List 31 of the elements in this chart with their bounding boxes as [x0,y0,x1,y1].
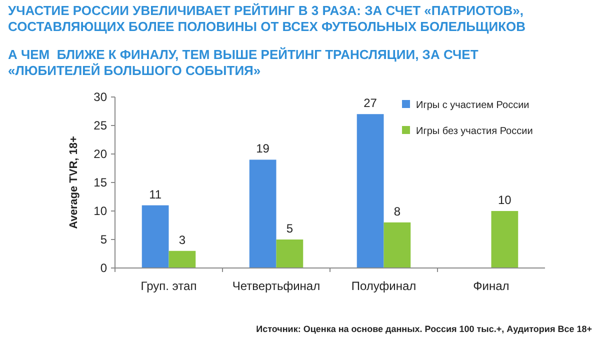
bar [491,211,518,268]
data-label: 11 [149,187,162,202]
data-label: 19 [256,142,270,156]
data-label: 10 [498,193,512,207]
data-label: 27 [364,96,378,110]
bar [384,222,411,268]
y-tick-label: 25 [94,118,108,132]
bar [142,205,169,268]
data-label: 3 [178,232,186,247]
y-tick-label: 0 [100,261,108,275]
x-tick-label: Финал [473,279,510,293]
y-tick-label: 30 [94,90,108,104]
chart-subtitle: А ЧЕМ БЛИЖЕ К ФИНАЛУ, ТЕМ ВЫШЕ РЕЙТИНГ ТРАНСЛЯЦИИ, ЗА СЧЕТ «ЛЮБИТЕЛЕЙ БОЛЬШОГО СОБЫТИЯ» [8,47,478,78]
x-tick-label: Груп. этап [140,279,197,293]
y-axis-title: Average TVR, 18+ [68,136,80,229]
y-tick-label: 5 [100,232,108,246]
text: Источник: Оценка на основе данных. Россия 100 тыс.+, Аудитория Все 18+ [256,324,592,334]
y-tick-label: 20 [94,147,108,161]
bar [276,240,304,268]
y-tick-label: 10 [94,204,108,218]
bar [356,114,384,268]
bar [249,160,276,268]
legend-label: Игры с участием России [416,100,530,111]
legend-label: Игры без участия России [416,126,533,137]
data-label: 5 [286,222,294,236]
bar [168,250,196,268]
data-label: 8 [394,204,401,218]
x-tick-label: Полуфинал [351,279,416,293]
chart-title: УЧАСТИЕ РОССИИ УВЕЛИЧИВАЕТ РЕЙТИНГ В 3 РАЗА: ЗА СЧЕТ «ПАТРИОТОВ», СОСТАВЛЯЮЩИХ БОЛЕЕ ПОЛОВИНЫ ОТ ВСЕХ ФУТБОЛЬНЫХ БОЛЕЛЬЩИКОВ [8,3,526,34]
y-tick-label: 15 [94,176,108,190]
x-tick-label: Четвертьфинал [232,279,320,293]
